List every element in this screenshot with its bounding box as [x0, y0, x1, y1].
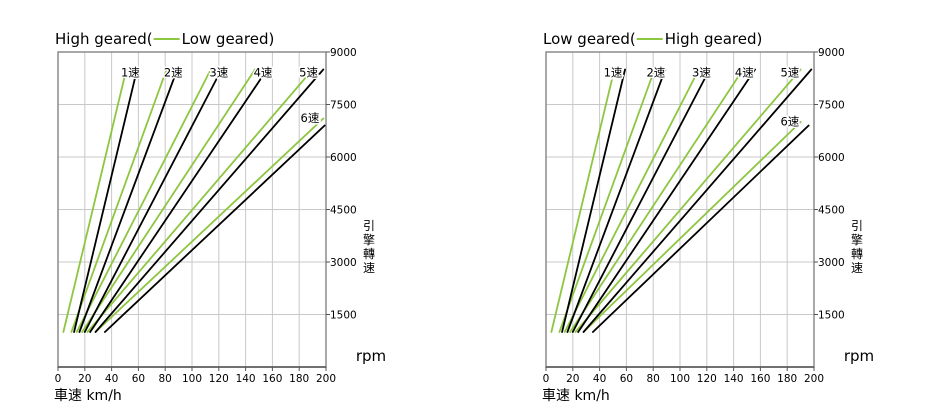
gear-label: 2速 [164, 66, 183, 80]
series-high-geared-7 [561, 68, 626, 333]
gear-label: 6速 [780, 115, 799, 129]
chart-title-secondary: Low geared) [182, 30, 275, 48]
y-tick-label: 4500 [818, 205, 845, 217]
x-tick-label: 20 [78, 373, 91, 385]
y-tick-label: 6000 [330, 152, 357, 164]
gear-label: 2速 [646, 66, 665, 80]
series-high-geared-2 [78, 68, 179, 333]
gear-label: 1速 [604, 66, 623, 80]
series-high-geared-9 [571, 68, 711, 333]
series-high-geared-10 [577, 68, 756, 333]
series-low-geared-12 [94, 117, 325, 333]
x-axis-label: 車速 km/h [542, 387, 610, 404]
gear-label: 1速 [121, 66, 140, 80]
gear-label: 5速 [780, 66, 799, 80]
x-tick-label: 80 [159, 373, 172, 385]
x-tick-label: 120 [209, 373, 229, 385]
series-high-geared-3 [83, 68, 223, 333]
y-axis-label-char: 轉 [851, 247, 863, 261]
x-tick-label: 0 [55, 373, 62, 385]
y-tick-label: 6000 [818, 152, 845, 164]
x-tick-label: 180 [777, 373, 797, 385]
y-tick-label: 9000 [818, 47, 845, 59]
x-tick-label: 60 [132, 373, 145, 385]
series-low-geared-10 [81, 68, 256, 333]
series-high-geared-8 [566, 68, 667, 333]
series-low-geared-2 [558, 68, 656, 333]
series-high-geared-4 [89, 68, 268, 333]
y-tick-label: 3000 [330, 257, 357, 269]
x-tick-label: 200 [316, 373, 336, 385]
x-tick-label: 0 [543, 373, 550, 385]
series-high-geared-1 [73, 68, 138, 333]
x-tick-label: 60 [620, 373, 633, 385]
series-low-geared-8 [70, 68, 168, 333]
series-low-geared-3 [563, 68, 700, 333]
x-tick-label: 160 [750, 373, 770, 385]
y-axis-label-char: 轉 [363, 247, 375, 261]
chart-left: 0 20 40 60 80 100 120 140 160 180 200 1500 3000 4500 6… [54, 30, 386, 404]
x-tick-label: 40 [593, 373, 606, 385]
x-tick-label: 20 [566, 373, 579, 385]
y-axis-label-char: 擎 [851, 232, 863, 247]
y-axis-label-char: 引 [363, 219, 375, 233]
gear-label: 6速 [301, 111, 320, 125]
x-tick-label: 140 [236, 373, 256, 385]
series-low-geared-6 [582, 121, 802, 333]
series-low-geared-9 [75, 68, 212, 333]
y-axis-label-char: 引 [851, 219, 863, 233]
chart-title-primary: Low geared( [543, 30, 636, 48]
gear-label: 3速 [209, 66, 228, 80]
y-axis-unit: rpm [356, 347, 386, 365]
series-high-geared-6 [104, 124, 326, 333]
y-tick-label: 3000 [818, 257, 845, 269]
y-axis-label-char: 速 [851, 261, 863, 275]
series-low-geared-1 [550, 68, 616, 333]
y-tick-label: 1500 [818, 310, 845, 322]
x-tick-label: 200 [804, 373, 824, 385]
gear-label: 4速 [254, 66, 273, 80]
gear-label: 5速 [299, 66, 318, 80]
x-tick-label: 100 [182, 373, 202, 385]
y-tick-label: 4500 [330, 205, 357, 217]
chart-title-secondary: High geared) [665, 30, 763, 48]
series-high-geared-5 [94, 68, 325, 333]
series-low-geared-5 [574, 68, 802, 333]
series-high-geared-11 [582, 68, 813, 333]
series-low-geared-4 [569, 68, 744, 333]
x-tick-label: 40 [105, 373, 118, 385]
x-tick-label: 180 [289, 373, 309, 385]
gear-label: 3速 [692, 66, 711, 80]
series-low-geared-7 [62, 68, 128, 333]
chart-title-primary: High geared( [55, 30, 153, 48]
y-tick-label: 7500 [330, 100, 357, 112]
x-tick-label: 160 [262, 373, 282, 385]
x-tick-label: 80 [647, 373, 660, 385]
x-tick-label: 140 [724, 373, 744, 385]
x-axis-label: 車速 km/h [54, 387, 122, 404]
series-low-geared-11 [86, 68, 314, 333]
y-axis-unit: rpm [844, 347, 874, 365]
series-high-geared-12 [592, 124, 810, 333]
y-tick-label: 7500 [818, 100, 845, 112]
x-tick-label: 100 [670, 373, 690, 385]
chart-right: 0 20 40 60 80 100 120 140 160 180 200 1500 3000 4500 6… [542, 30, 874, 404]
y-tick-label: 1500 [330, 310, 357, 322]
y-tick-label: 9000 [330, 47, 357, 59]
y-axis-label-char: 速 [363, 261, 375, 275]
y-axis-label-char: 擎 [363, 232, 375, 247]
gear-label: 4速 [735, 66, 754, 80]
x-tick-label: 120 [697, 373, 717, 385]
